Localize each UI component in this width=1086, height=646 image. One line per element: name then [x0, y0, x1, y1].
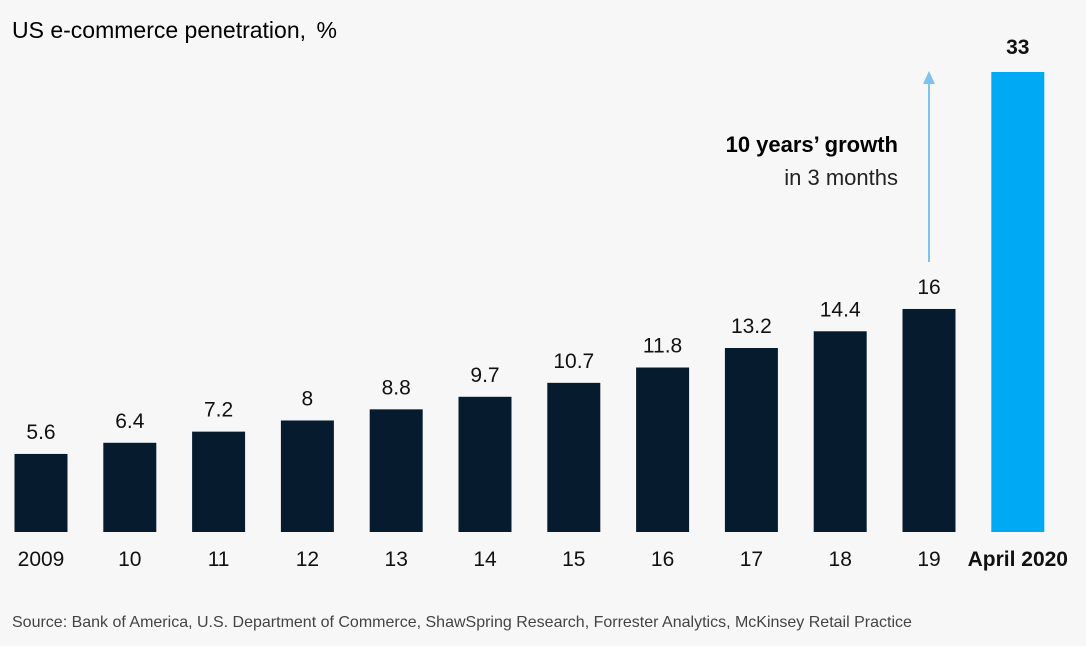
value-label: 7.2 — [204, 399, 233, 422]
value-label: 9.7 — [470, 364, 499, 387]
value-label: 13.2 — [731, 315, 772, 338]
bar-19 — [902, 308, 956, 532]
bar-18 — [813, 331, 867, 532]
source-note: Source: Bank of America, U.S. Department… — [12, 614, 912, 631]
x-axis-label: 11 — [208, 548, 230, 571]
x-axis-label: 12 — [296, 548, 319, 571]
bar-14 — [458, 396, 512, 532]
bar-april-2020 — [991, 72, 1045, 532]
x-axis-labels-group: 2009 10 11 12 13 14 15 16 17 18 19 April 2020 — [18, 548, 1068, 571]
bar-12 — [280, 420, 334, 532]
x-axis-label: 19 — [917, 548, 940, 571]
x-axis-label: 13 — [385, 548, 408, 571]
x-axis-label: 16 — [651, 548, 674, 571]
growth-arrow-head-icon — [923, 71, 935, 84]
chart-title: US e-commerce penetration, % — [12, 17, 337, 43]
value-label: 10.7 — [553, 350, 594, 373]
bars-group — [14, 72, 1045, 532]
value-label: 6.4 — [115, 410, 145, 433]
value-label: 11.8 — [643, 335, 682, 358]
x-axis-label: 14 — [473, 548, 497, 571]
x-axis-label: 10 — [118, 548, 141, 571]
bar-13 — [369, 409, 423, 532]
chart-title-unit: % — [316, 17, 336, 43]
growth-arrow — [923, 71, 935, 262]
annotation-line-2: in 3 months — [784, 165, 898, 190]
annotation-line-1: 10 years’ growth — [726, 132, 898, 157]
value-label: 16 — [917, 276, 940, 299]
value-label: 8 — [302, 387, 314, 410]
value-label: 5.6 — [26, 421, 55, 444]
bar-10 — [103, 442, 157, 532]
value-label: 33 — [1006, 36, 1029, 59]
chart-title-text: US e-commerce penetration, — [12, 17, 306, 43]
bar-2009 — [14, 453, 68, 532]
bar-15 — [547, 382, 601, 532]
value-label: 14.4 — [820, 298, 861, 321]
bar-11 — [192, 431, 246, 532]
value-label: 8.8 — [382, 376, 411, 399]
value-labels-group: 5.6 6.4 7.2 8 8.8 9.7 10.7 11.8 13.2 14.4 16 33 — [26, 36, 1029, 444]
x-axis-label: 18 — [829, 548, 852, 571]
x-axis-label: 15 — [562, 548, 585, 571]
x-axis-label: April 2020 — [968, 548, 1068, 571]
x-axis-label: 2009 — [18, 548, 65, 571]
bar-16 — [636, 367, 690, 532]
x-axis-label: 17 — [740, 548, 763, 571]
bar-17 — [724, 348, 778, 532]
